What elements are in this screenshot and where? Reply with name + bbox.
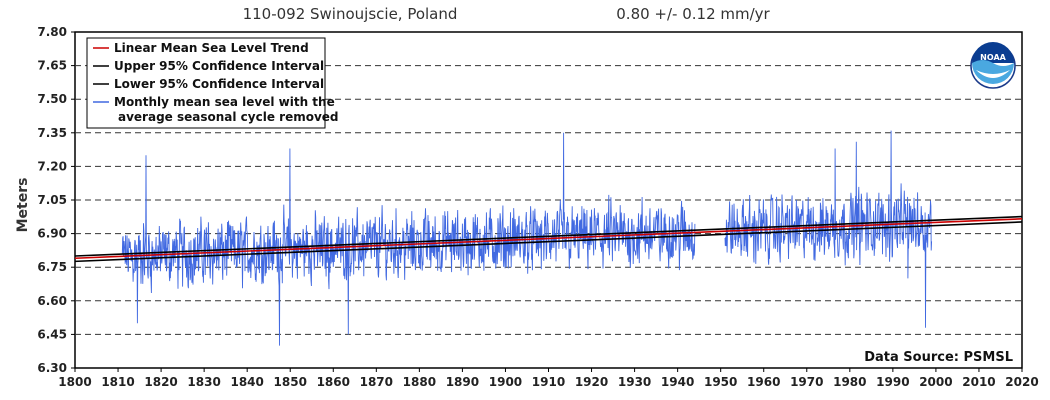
y-tick-label: 7.80	[37, 25, 67, 39]
y-axis-label: Meters	[15, 178, 31, 233]
y-tick-label: 7.20	[37, 159, 67, 173]
y-tick-label: 6.90	[37, 227, 67, 241]
x-tick-label: 1810	[101, 375, 134, 389]
x-tick-label: 1950	[704, 375, 737, 389]
legend-label-upper: Upper 95% Confidence Interval	[114, 59, 324, 73]
y-tick-label: 7.35	[37, 126, 67, 140]
x-tick-label: 1940	[661, 375, 694, 389]
upper-95-ci-line	[74, 215, 1023, 257]
x-axis-ticks: 1800 1810 1820 1830 1840 1850 1860 1870 1880 1890…	[58, 368, 1039, 389]
legend-box	[86, 37, 326, 129]
x-tick-label: 2000	[919, 375, 952, 389]
x-tick-label: 1820	[144, 375, 177, 389]
x-tick-label: 1980	[833, 375, 866, 389]
y-tick-label: 7.65	[37, 59, 67, 73]
lower-95-ci-line	[74, 221, 1023, 263]
legend-label-monthly-line1: Monthly mean sea level with the	[114, 95, 335, 109]
legend: Linear Mean Sea Level Trend Upper 95% Co…	[86, 37, 339, 129]
legend-label-monthly-line2: average seasonal cycle removed	[118, 110, 339, 124]
x-tick-label: 1870	[360, 375, 393, 389]
linear-trend-line	[74, 218, 1023, 260]
x-tick-label: 1830	[187, 375, 220, 389]
x-tick-label: 1920	[575, 375, 608, 389]
x-tick-label: 2010	[962, 375, 995, 389]
legend-label-trend: Linear Mean Sea Level Trend	[114, 41, 309, 55]
x-tick-label: 2020	[1005, 375, 1038, 389]
x-tick-label: 1850	[274, 375, 307, 389]
y-tick-label: 7.05	[37, 193, 67, 207]
y-tick-label: 6.30	[37, 361, 67, 375]
x-tick-label: 1900	[489, 375, 522, 389]
y-tick-label: 6.75	[37, 260, 67, 274]
series-layer	[74, 130, 1023, 346]
noaa-logo-text: NOAA	[980, 53, 1006, 62]
chart-subtitle: 0.80 +/- 0.12 mm/yr	[616, 5, 770, 23]
x-tick-label: 1890	[446, 375, 479, 389]
data-source-annotation: Data Source: PSMSL	[864, 350, 1013, 365]
y-tick-label: 7.50	[37, 92, 67, 106]
y-tick-label: 6.45	[37, 327, 67, 341]
x-tick-label: 1960	[747, 375, 780, 389]
chart-title: 110-092 Swinoujscie, Poland	[243, 5, 458, 23]
monthly-mean-sea-level-line	[724, 130, 933, 328]
noaa-logo: NOAA	[970, 42, 1016, 89]
y-tick-label: 6.60	[37, 294, 67, 308]
x-tick-label: 1990	[876, 375, 909, 389]
x-tick-label: 1880	[403, 375, 436, 389]
x-tick-label: 1840	[230, 375, 263, 389]
legend-label-lower: Lower 95% Confidence Interval	[114, 77, 324, 91]
y-axis-ticks: 6.30 6.45 6.60 6.75 6.90 7.05 7.20 7.35 7.50 7.65…	[37, 25, 75, 375]
x-tick-label: 1930	[618, 375, 651, 389]
x-tick-label: 1970	[790, 375, 823, 389]
x-tick-label: 1800	[58, 375, 91, 389]
x-tick-label: 1860	[317, 375, 350, 389]
x-tick-label: 1910	[532, 375, 565, 389]
